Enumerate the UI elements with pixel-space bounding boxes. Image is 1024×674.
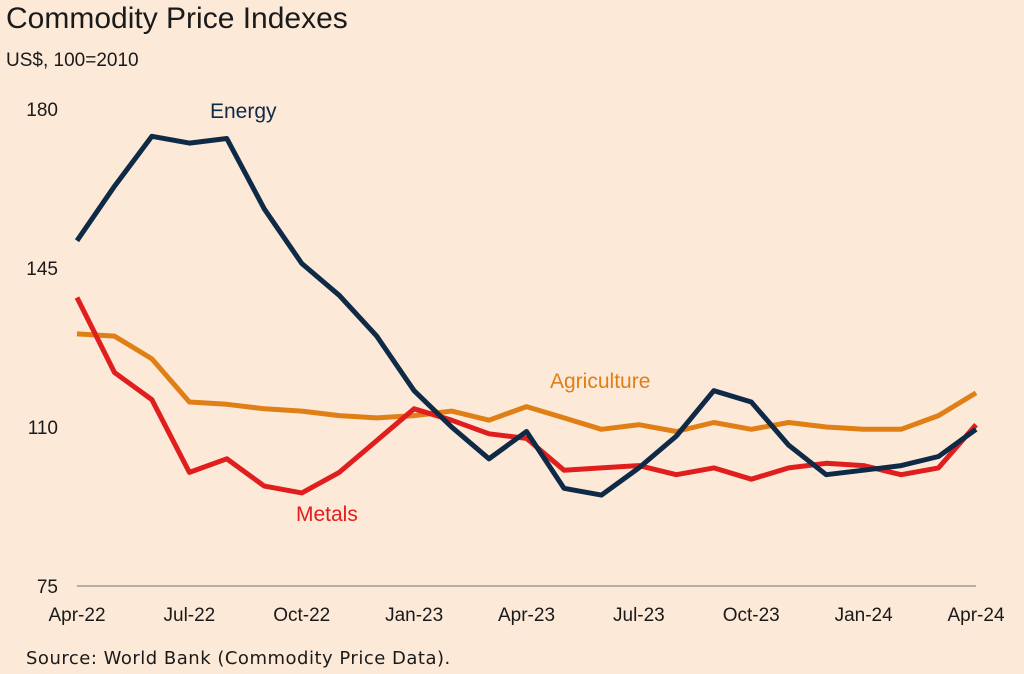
x-tick-label: Jan-23 xyxy=(385,605,443,626)
chart-title: Commodity Price Indexes xyxy=(6,2,348,35)
chart-subtitle: US$, 100=2010 xyxy=(6,50,139,71)
y-tick-label: 110 xyxy=(28,418,58,439)
source-note: Source: World Bank (Commodity Price Data… xyxy=(26,648,451,669)
x-tick-label: Oct-23 xyxy=(723,605,780,626)
series-label-energy: Energy xyxy=(210,100,277,123)
series-lines xyxy=(74,133,978,498)
y-tick-label: 75 xyxy=(37,577,58,598)
x-tick-label: Apr-23 xyxy=(498,605,555,626)
y-tick-label: 180 xyxy=(26,100,58,121)
series-line-metals xyxy=(74,296,978,496)
x-axis-ticks: Apr-22 Jul-22 Oct-22 Jan-23 Apr-23 Jul-23 Oct-… xyxy=(48,605,1004,626)
x-tick-label: Jul-22 xyxy=(164,605,216,626)
x-tick-label: Apr-24 xyxy=(947,605,1004,626)
x-tick-label: Oct-22 xyxy=(273,605,330,626)
x-tick-label: Jul-23 xyxy=(613,605,665,626)
series-line-energy xyxy=(74,133,978,498)
x-tick-label: Jan-24 xyxy=(835,605,894,626)
series-line-agriculture xyxy=(76,331,978,434)
x-tick-label: Apr-22 xyxy=(48,605,105,626)
series-label-agriculture: Agriculture xyxy=(550,370,650,393)
series-labels: Energy Agriculture Metals xyxy=(210,100,650,526)
series-label-metals: Metals xyxy=(296,503,358,526)
y-tick-label: 145 xyxy=(26,259,58,280)
y-axis-ticks: 180 145 110 75 xyxy=(26,100,58,598)
